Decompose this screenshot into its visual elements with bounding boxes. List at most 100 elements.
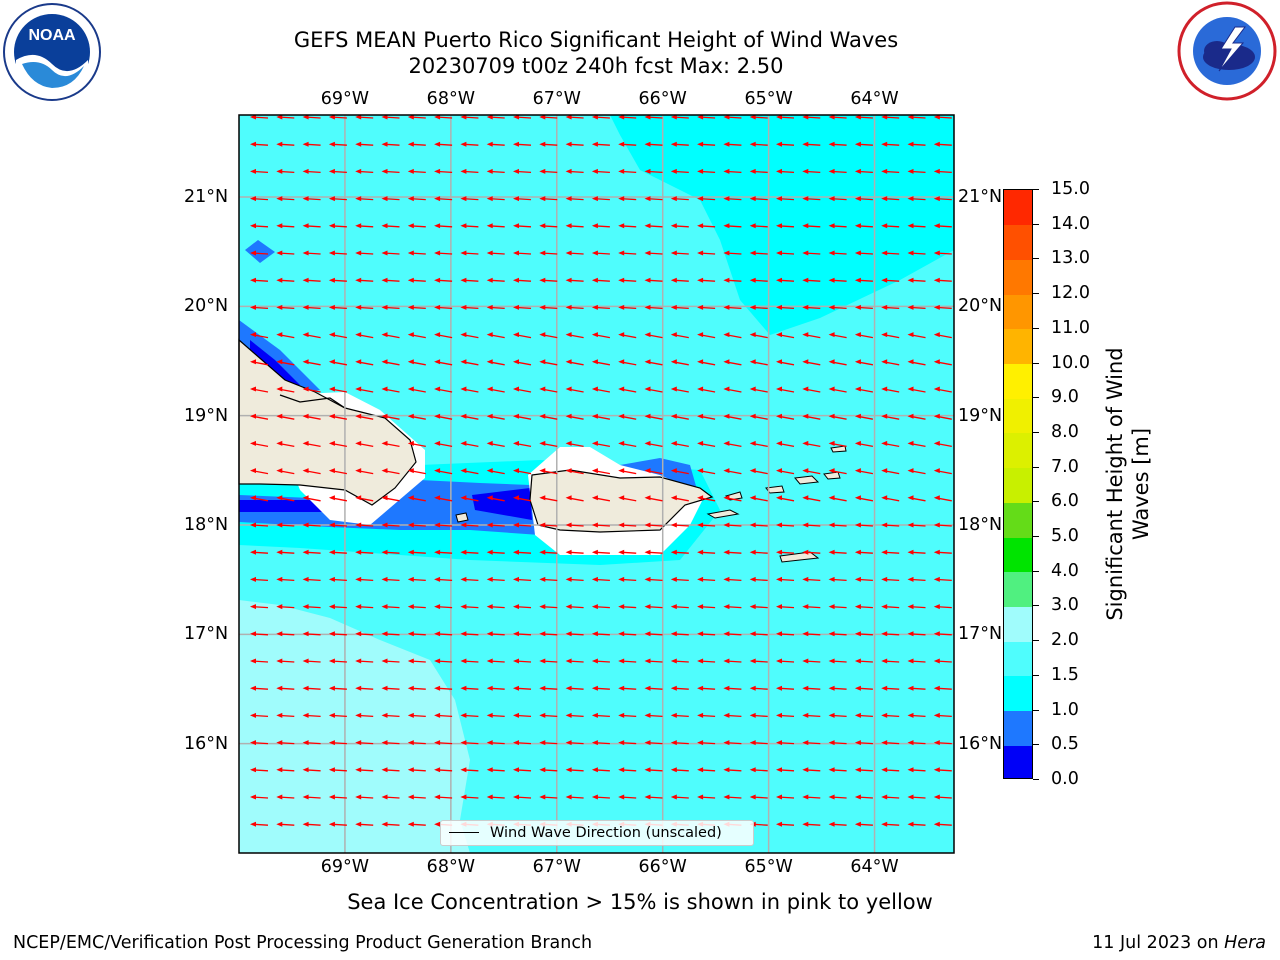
wave-arrow	[802, 440, 821, 448]
wave-arrow	[749, 767, 768, 773]
wave-arrow	[276, 223, 295, 229]
wave-arrow	[776, 549, 795, 555]
noaa-logo-text: NOAA	[28, 27, 76, 44]
wave-arrow	[565, 359, 584, 366]
wave-arrow	[881, 277, 900, 283]
wave-arrow	[486, 304, 505, 310]
wave-arrow	[539, 359, 558, 366]
wave-arrow	[591, 359, 611, 366]
wave-arrow	[828, 223, 847, 229]
wave-arrow	[802, 223, 821, 229]
wave-arrow	[460, 495, 479, 502]
colorbar-tick	[1033, 536, 1039, 538]
wave-arrow	[881, 250, 900, 256]
wave-arrow	[381, 168, 400, 174]
wave-arrow	[933, 604, 952, 610]
lon-tick-label-top: 68°W	[426, 89, 476, 109]
wave-arrow	[565, 522, 584, 528]
map-frame	[238, 114, 955, 854]
colorbar-tick-label: 7.0	[1051, 456, 1079, 477]
wave-arrow	[591, 250, 610, 256]
wave-arrow	[381, 522, 400, 528]
wave-arrow	[565, 332, 584, 339]
wave-arrow	[670, 359, 689, 366]
wave-arrow	[644, 495, 663, 502]
wave-arrow	[776, 332, 795, 339]
wave-arrow	[539, 413, 558, 420]
wave-arrow	[881, 386, 900, 393]
wave-arrow	[539, 168, 558, 174]
lat-tick-label-left: 21°N	[184, 187, 229, 207]
wave-arrow	[434, 468, 453, 475]
footer-machine: Hera	[1224, 933, 1266, 953]
wave-arrow	[723, 522, 742, 528]
wave-arrow	[881, 196, 900, 202]
wave-arrow	[723, 549, 742, 555]
wave-arrow	[276, 658, 295, 664]
wave-arrow	[933, 141, 952, 147]
colorbar-tick-label: 5.0	[1051, 526, 1079, 547]
wave-arrow	[486, 495, 505, 502]
wave-arrow	[591, 304, 610, 310]
wave-arrow	[565, 576, 584, 582]
colorbar-segment	[1004, 571, 1032, 607]
wave-arrow	[618, 196, 637, 202]
wave-arrow	[907, 576, 926, 582]
chart-subtitle: 20230709 t00z 240h fcst Max: 2.50	[408, 54, 784, 78]
wave-arrow	[802, 413, 821, 420]
wave-arrow	[276, 250, 295, 256]
wave-arrow	[591, 413, 611, 420]
colorbar-segment	[1004, 467, 1032, 503]
wave-arrow	[854, 168, 873, 174]
wave-arrow	[591, 767, 610, 773]
wave-arrow	[644, 549, 663, 555]
wave-arrow	[302, 549, 321, 555]
wave-arrow	[749, 168, 768, 174]
wave-arrow	[250, 631, 269, 637]
wave-arrow	[749, 495, 768, 502]
wave-arrow	[407, 712, 426, 718]
wave-arrow	[328, 250, 347, 256]
wave-arrow	[749, 712, 768, 718]
wave-arrow	[749, 740, 768, 746]
wave-arrow	[644, 332, 663, 339]
wave-arrow	[776, 440, 795, 448]
wave-arrow	[644, 277, 663, 283]
wave-arrow	[933, 794, 952, 800]
lat-tick-label-right: 16°N	[958, 733, 1003, 754]
wave-arrow	[697, 168, 716, 174]
wave-arrow	[407, 141, 426, 147]
wave-arrow	[565, 767, 584, 773]
wave-arrow	[591, 440, 611, 448]
wave-arrow	[644, 604, 663, 610]
wave-arrow	[302, 522, 321, 528]
wave-arrow	[933, 740, 952, 746]
wave-arrow	[355, 277, 374, 283]
wave-arrow	[434, 223, 453, 229]
wave-arrow	[381, 631, 400, 637]
wave-arrow	[381, 468, 400, 475]
wave-arrow	[565, 794, 584, 800]
wave-arrow	[250, 250, 269, 256]
wave-arrow	[749, 386, 768, 393]
colorbar-tick-label: 9.0	[1051, 387, 1079, 408]
wave-arrow	[565, 413, 584, 420]
wave-arrow	[723, 196, 742, 202]
wave-arrow	[328, 658, 347, 664]
wave-arrow	[381, 196, 400, 202]
wave-arrow	[328, 794, 347, 800]
wave-arrow	[907, 522, 926, 528]
wave-arrow	[618, 767, 637, 773]
wave-arrow	[933, 576, 952, 582]
wave-arrow	[907, 604, 926, 610]
wave-arrow	[933, 522, 952, 528]
wave-arrow	[434, 359, 453, 366]
wave-arrow	[434, 522, 453, 528]
wave-arrow	[670, 495, 689, 502]
wave-arrow	[670, 223, 689, 229]
wave-arrow	[723, 767, 742, 773]
wave-arrow	[802, 277, 821, 283]
lon-tick-label-bot: 69°W	[320, 857, 370, 877]
wave-arrow	[381, 685, 400, 691]
wave-arrow	[539, 522, 558, 528]
